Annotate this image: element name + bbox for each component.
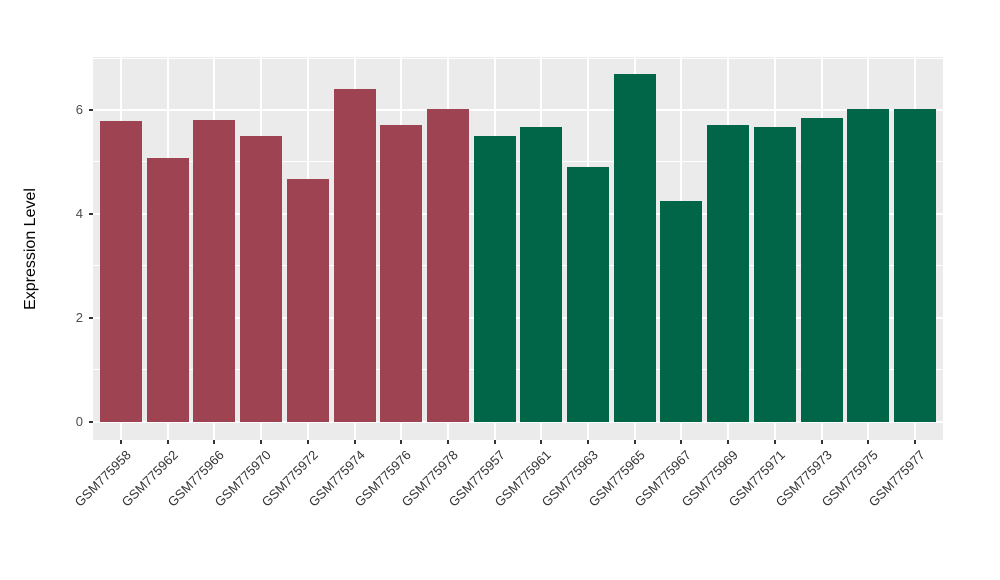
bar — [146, 158, 189, 422]
y-axis-tick-label: 6 — [75, 102, 83, 117]
y-axis-tick — [89, 420, 93, 423]
x-axis-tick — [306, 440, 309, 444]
gridline-major-horizontal — [93, 420, 943, 423]
x-axis-tick — [633, 440, 636, 444]
bar — [613, 73, 656, 422]
y-axis-tick — [89, 109, 93, 111]
bar — [286, 179, 329, 422]
x-axis-tick — [260, 440, 263, 444]
x-axis-tick — [820, 440, 823, 444]
gridline-minor-horizontal — [93, 369, 943, 371]
bar — [520, 126, 563, 422]
x-axis-tick — [680, 440, 683, 444]
gridline-minor-horizontal — [93, 265, 943, 267]
x-axis-tick — [166, 440, 169, 444]
gridline-major-horizontal — [93, 212, 943, 215]
bar — [660, 200, 703, 422]
x-axis-tick — [587, 440, 590, 444]
bar — [707, 125, 750, 422]
x-axis-tick — [400, 440, 403, 444]
bar — [240, 135, 283, 422]
y-axis-title: Expression Level — [22, 188, 39, 310]
bar — [333, 88, 376, 422]
bar — [847, 108, 890, 422]
bar — [893, 108, 936, 422]
bar — [753, 127, 796, 422]
gridline-minor-horizontal — [93, 57, 943, 59]
bar — [380, 125, 423, 422]
x-axis-tick — [540, 440, 543, 444]
y-axis-tick-label: 0 — [75, 413, 83, 429]
x-axis-tick — [773, 440, 776, 444]
bar — [800, 118, 843, 422]
y-axis-tick — [89, 316, 93, 319]
x-axis-tick — [493, 440, 496, 444]
bar — [100, 120, 143, 422]
x-axis-tick — [867, 440, 870, 444]
y-axis-tick-label: 2 — [75, 309, 83, 325]
x-axis-tick — [120, 440, 123, 444]
x-axis-tick — [727, 440, 730, 444]
gridline-major-horizontal — [93, 109, 943, 111]
bar — [426, 108, 469, 422]
bar — [567, 166, 610, 422]
gridline-major-horizontal — [93, 316, 943, 319]
gridline-minor-horizontal — [93, 161, 943, 163]
x-axis-tick — [213, 440, 216, 444]
bar — [473, 135, 516, 422]
x-axis-tick — [913, 440, 916, 444]
x-axis-tick — [446, 440, 449, 444]
bar — [193, 119, 236, 422]
y-axis-tick — [89, 212, 93, 215]
x-axis-tick — [353, 440, 356, 444]
y-axis-tick-label: 4 — [75, 205, 83, 221]
